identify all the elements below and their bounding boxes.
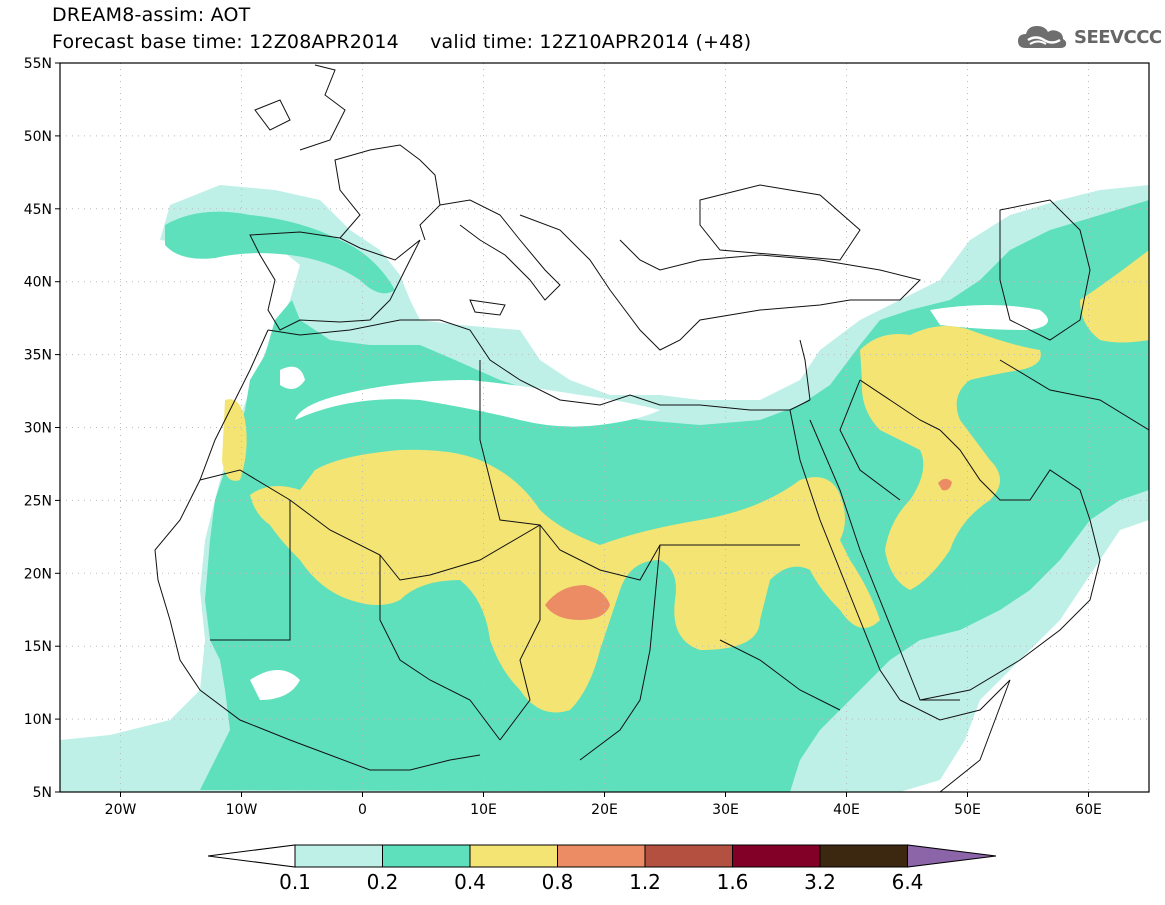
colorbar-label: 0.8 [541, 870, 574, 894]
lat-tick-label: 10N [24, 712, 52, 728]
lon-tick-label: 10E [470, 802, 497, 818]
colorbar-label: 0.2 [366, 870, 399, 894]
colorbar-swatch [732, 844, 821, 868]
colorbar-label: 1.2 [629, 870, 661, 894]
lat-tick-label: 5N [33, 785, 52, 801]
colorbar-label: 6.4 [891, 870, 924, 894]
lon-tick-label: 20E [591, 802, 618, 818]
lat-tick-label: 15N [24, 639, 52, 655]
lon-tick-label: 10W [226, 802, 258, 818]
aot-fields [60, 185, 1149, 792]
colorbar-swatch [819, 844, 908, 868]
lat-tick-label: 25N [24, 493, 52, 509]
colorbar-label: 0.4 [454, 870, 486, 894]
lat-tick-label: 20N [24, 566, 52, 582]
colorbar-swatch [557, 844, 646, 868]
brand-name: SEEVCCC [1074, 26, 1162, 48]
colorbar-swatch [644, 844, 733, 868]
colorbar-label: 3.2 [804, 870, 836, 894]
lon-tick-label: 40E [833, 802, 860, 818]
cloud-logo-icon [1018, 26, 1067, 48]
lat-tick-label: 30N [24, 421, 52, 437]
lon-tick-label: 60E [1075, 802, 1102, 818]
aot-band-0-8 [545, 478, 952, 620]
colorbar-label: 1.6 [716, 870, 749, 894]
colorbar-swatch [469, 844, 558, 868]
lon-tick-label: 30E [712, 802, 739, 818]
lat-tick-label: 45N [24, 202, 52, 218]
lon-tick-label: 0 [358, 802, 367, 818]
colorbar [207, 844, 997, 868]
colorbar-swatch [294, 844, 383, 868]
aot-clear-areas [250, 305, 1048, 700]
latitude-ticks: 55N 50N 45N 40N 35N 30N 25N 20N 15N 10N 5N [24, 56, 60, 801]
lat-tick-label: 55N [24, 56, 52, 72]
lat-tick-label: 50N [24, 129, 52, 145]
map-title: DREAM8-assim: AOT [52, 4, 251, 26]
lat-tick-label: 35N [24, 348, 52, 364]
lon-tick-label: 20W [105, 802, 137, 818]
longitude-ticks: 20W 10W 0 10E 20E 30E 40E 50E 60E [105, 792, 1102, 818]
aot-band-0-4 [222, 250, 1149, 713]
brand-logo: SEEVCCC [1016, 22, 1162, 52]
colorbar-label: 0.1 [279, 870, 311, 894]
colorbar-swatch [382, 844, 471, 868]
colorbar-over-arrow [907, 844, 997, 868]
lon-tick-label: 50E [954, 802, 981, 818]
lat-tick-label: 40N [24, 275, 52, 291]
forecast-times: Forecast base time: 12Z08APR2014 valid t… [52, 31, 752, 53]
coastlines [154, 64, 1149, 792]
colorbar-under-arrow [207, 844, 296, 868]
